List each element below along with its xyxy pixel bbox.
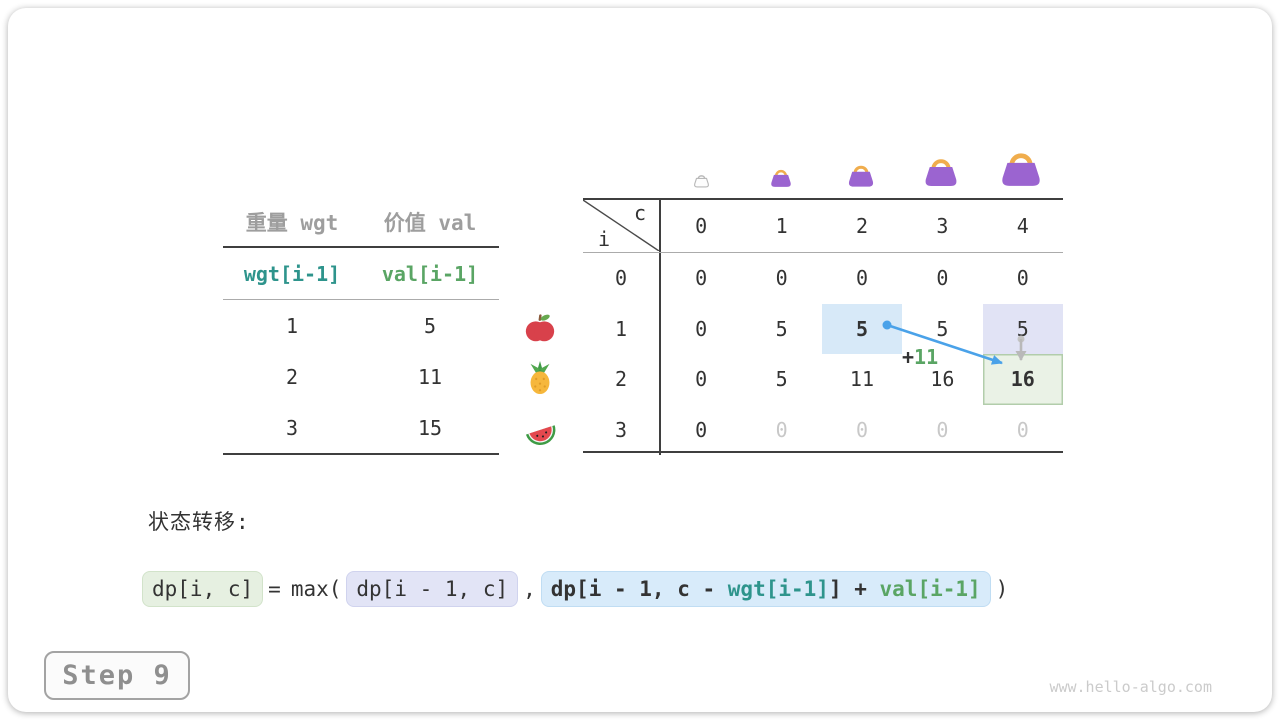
bag-icon-m <box>922 153 960 192</box>
items-table-var-row: wgt[i-1] val[i-1] <box>223 248 499 300</box>
items-table-header: 重量 wgt 价值 val <box>223 198 499 248</box>
dp-cell-uncomputed: 0 <box>855 417 868 442</box>
dp-cell-uncomputed: 0 <box>936 417 949 442</box>
dp-col-header: 0 <box>695 214 708 238</box>
dp-cell-uncomputed: 0 <box>775 417 788 442</box>
formula-arg1: dp[i - 1, c] <box>346 571 519 607</box>
apple-icon <box>523 311 557 345</box>
dp-row-3: 3 0 0 0 0 0 <box>583 404 1063 455</box>
formula-arg2-prefix: dp[i - 1, c - <box>550 577 728 601</box>
dp-row-header: 1 <box>583 303 661 354</box>
item-weight: 2 <box>285 364 299 389</box>
step-badge: Step 9 <box>44 651 190 700</box>
dp-col-header: 4 <box>1016 214 1029 238</box>
formula-lhs: dp[i, c] <box>142 571 264 607</box>
dp-cell: 16 <box>930 367 955 392</box>
item-value: 5 <box>423 313 437 338</box>
formula-arg2-mid: ] + <box>828 577 880 601</box>
dp-table-header-row: c i 0 1 2 3 4 <box>583 200 1063 253</box>
dp-cell: 5 <box>775 316 788 341</box>
diagram-card: 重量 wgt 价值 val wgt[i-1] val[i-1] 1 5 2 11… <box>8 8 1272 712</box>
formula-arg2-wgt: wgt[i-1] <box>727 577 829 601</box>
dp-cell-source-highlighted: 5 <box>821 303 903 354</box>
weight-column-header: 重量 wgt <box>245 211 339 235</box>
dp-row-header: 3 <box>583 404 661 455</box>
item-value: 11 <box>417 364 443 389</box>
item-row: 3 15 <box>223 402 499 453</box>
diagonal-divider <box>583 200 659 251</box>
bag-icon-xs <box>769 166 793 192</box>
pineapple-icon <box>523 361 557 395</box>
dp-cell-above-highlighted: 5 <box>982 303 1063 354</box>
capacity-bags-row <box>583 134 1063 194</box>
formula-close-paren: ) <box>995 577 1009 601</box>
dp-col-header: 1 <box>775 214 788 238</box>
bag-icon-s <box>846 161 876 192</box>
bag-outline-icon <box>693 172 710 192</box>
dp-cell: 0 <box>695 367 708 392</box>
dp-col-header: 3 <box>936 214 949 238</box>
dp-row-0: 0 0 0 0 0 0 <box>583 253 1063 304</box>
dp-row-1: 1 0 5 5 5 5 <box>583 303 1063 354</box>
watermark: www.hello-algo.com <box>1049 678 1212 696</box>
items-table: 重量 wgt 价值 val wgt[i-1] val[i-1] 1 5 2 11… <box>223 198 499 455</box>
item-value: 15 <box>417 415 443 440</box>
value-column-header: 价值 val <box>383 211 477 235</box>
gain-plus-sign: + <box>902 345 915 369</box>
item-index-var-label: i <box>598 227 611 251</box>
val-var-label: val[i-1] <box>381 261 479 286</box>
formula-arg2: dp[i - 1, c - wgt[i-1]] + val[i-1] <box>540 571 991 607</box>
formula-arg2-val: val[i-1] <box>879 577 981 601</box>
item-weight: 3 <box>285 415 299 440</box>
formula-comma: , <box>523 577 536 601</box>
item-row: 1 5 <box>223 300 499 351</box>
wgt-var-label: wgt[i-1] <box>243 261 341 286</box>
dp-cell: 0 <box>855 266 868 291</box>
dp-cell: 11 <box>849 367 875 392</box>
dp-cell: 0 <box>695 266 708 291</box>
dp-cell: 0 <box>695 417 708 442</box>
capacity-var-label: c <box>633 201 646 225</box>
item-weight: 1 <box>285 313 299 338</box>
dp-corner-cell: c i <box>583 200 661 252</box>
formula-max-open: max( <box>290 577 342 601</box>
state-transition-label: 状态转移: <box>148 510 250 534</box>
bag-icon-l <box>998 146 1044 192</box>
dp-row-header: 0 <box>583 253 661 304</box>
dp-cell-target-highlighted: 16 <box>982 354 1063 405</box>
transition-formula: dp[i, c] = max( dp[i - 1, c] , dp[i - 1,… <box>142 567 1013 611</box>
dp-cell-uncomputed: 0 <box>1016 417 1029 442</box>
gain-value: 11 <box>914 345 939 369</box>
dp-cell: 0 <box>695 316 708 341</box>
dp-table: c i 0 1 2 3 4 0 0 0 0 0 0 1 0 5 5 5 5 2 <box>583 198 1063 455</box>
dp-col-header: 2 <box>855 214 868 238</box>
dp-cell: 0 <box>1016 266 1029 291</box>
dp-cell: 5 <box>775 367 788 392</box>
dp-row-2: 2 0 5 11 16 16 <box>583 354 1063 405</box>
dp-row-header: 2 <box>583 354 661 405</box>
item-row: 2 11 <box>223 351 499 402</box>
watermelon-icon <box>523 412 557 446</box>
dp-cell: 0 <box>936 266 949 291</box>
gain-annotation: +11 <box>902 345 938 369</box>
formula-equals: = <box>268 577 281 601</box>
dp-cell: 0 <box>775 266 788 291</box>
